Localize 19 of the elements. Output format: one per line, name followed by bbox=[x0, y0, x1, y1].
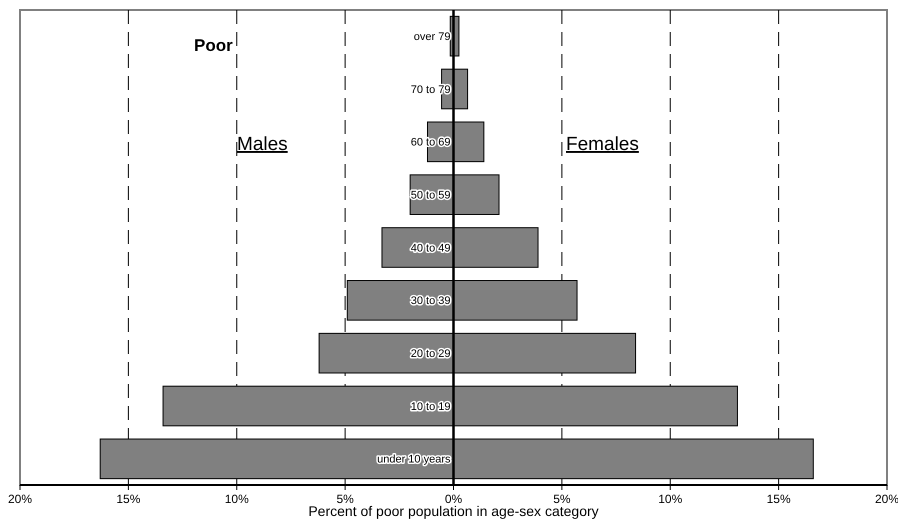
x-tick-label: 5% bbox=[336, 492, 354, 506]
y-tick-label: 40 to 49 bbox=[410, 242, 450, 254]
annotation: Females bbox=[566, 134, 639, 155]
x-axis-title: Percent of poor population in age-sex category bbox=[308, 503, 599, 519]
y-tick-label: 30 to 39 bbox=[410, 295, 450, 308]
y-tick-label: 20 to 29 bbox=[410, 348, 450, 360]
annotation: Poor bbox=[194, 36, 234, 55]
y-tick-label: 10 to 19 bbox=[410, 400, 450, 413]
x-tick-label: 0% bbox=[444, 492, 462, 506]
x-tick-label: 15% bbox=[116, 492, 141, 506]
y-tick-label: 50 to 59 bbox=[410, 190, 450, 202]
x-tick-label: 10% bbox=[224, 492, 250, 506]
x-tick-label: 20% bbox=[8, 492, 32, 506]
x-tick-label: 10% bbox=[658, 492, 683, 506]
x-tick-label: 5% bbox=[553, 492, 571, 506]
y-tick-label: under 10 years bbox=[377, 454, 451, 466]
annotation: Males bbox=[237, 134, 288, 155]
x-tick-label: 15% bbox=[766, 492, 791, 506]
y-tick-label: over 79 bbox=[414, 31, 450, 44]
